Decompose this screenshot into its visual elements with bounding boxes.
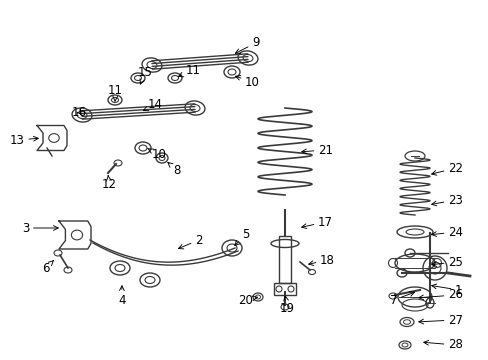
Text: 11: 11 [178,63,201,77]
Text: 12: 12 [102,176,117,192]
Text: 3: 3 [22,221,58,234]
Text: 10: 10 [147,148,166,162]
Text: 24: 24 [431,225,462,238]
Text: 27: 27 [418,314,462,327]
Text: 9: 9 [235,36,259,53]
Text: 23: 23 [431,194,462,207]
Text: 19: 19 [280,296,294,315]
Text: 5: 5 [234,229,249,246]
Text: 17: 17 [301,216,332,229]
Text: 25: 25 [431,256,462,269]
Text: 6: 6 [42,261,53,274]
Text: 8: 8 [167,162,180,176]
Text: 16: 16 [72,105,87,118]
Text: 10: 10 [235,76,259,89]
Bar [273,283,295,295]
Text: 26: 26 [418,288,462,302]
Text: 2: 2 [178,234,202,249]
Text: 21: 21 [301,144,332,157]
Text: 18: 18 [308,253,334,266]
Text: 7: 7 [389,292,414,306]
Bar [279,235,290,283]
Text: 15: 15 [138,66,153,84]
Text: 13: 13 [10,134,38,147]
Text: 28: 28 [423,338,462,351]
Text: 1: 1 [431,284,462,297]
Text: 14: 14 [143,99,163,112]
Text: 22: 22 [431,162,462,175]
Text: 20: 20 [238,293,257,306]
Text: 11: 11 [108,84,123,101]
Text: 4: 4 [118,286,125,306]
